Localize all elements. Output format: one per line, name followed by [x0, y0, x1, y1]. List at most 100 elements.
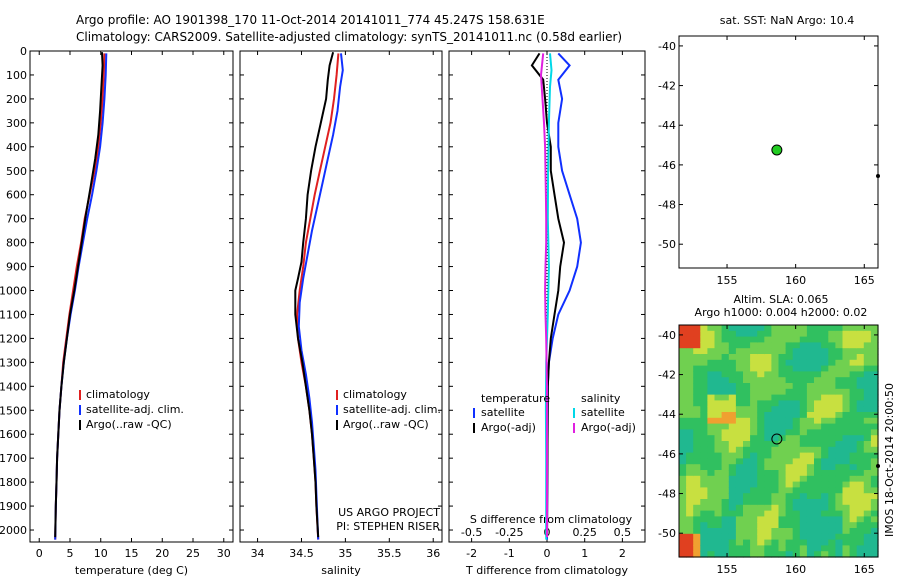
sla-cell: [757, 417, 765, 425]
sla-cell: [806, 528, 815, 535]
sla-cell: [828, 429, 836, 436]
y-tick-label: 200: [6, 93, 27, 106]
sla-cell: [785, 522, 794, 529]
sla-cell: [679, 475, 687, 483]
sla-cell: [870, 359, 879, 367]
sla-cell: [806, 371, 815, 378]
sla-cell: [750, 406, 758, 413]
sla-cell: [828, 342, 836, 349]
sla-cell: [757, 533, 765, 541]
sla-cell: [835, 493, 844, 500]
sla-cell: [828, 446, 836, 454]
sla-cell: [856, 464, 865, 471]
sla-cell: [721, 551, 730, 558]
sla-cell: [728, 539, 737, 546]
sla-cell: [764, 528, 772, 535]
sla-cell: [693, 359, 701, 367]
sla-cell: [814, 371, 822, 378]
sla-cell: [835, 481, 844, 488]
sla-cell: [679, 481, 687, 488]
sla-cell: [856, 475, 865, 483]
sla-cell: [799, 545, 808, 552]
sla-cell: [842, 539, 851, 546]
sla-cell: [721, 359, 730, 367]
sla-cell: [750, 464, 758, 471]
sla-cell: [707, 394, 716, 401]
sla-cell: [743, 325, 751, 332]
sla-cell: [856, 429, 865, 436]
sla-cell: [785, 470, 794, 477]
sla-cell: [743, 330, 751, 338]
sla-cell: [735, 406, 744, 413]
sla-cell: [856, 348, 865, 355]
sla-cell: [849, 435, 858, 442]
sla-cell: [771, 354, 780, 361]
sla-cell: [757, 493, 765, 500]
sla-cell: [821, 533, 829, 541]
sla-cell: [771, 452, 780, 459]
y-tick-label: 1600: [0, 428, 27, 441]
sla-cell: [735, 423, 744, 430]
sla-cell: [849, 464, 858, 471]
sla-cell: [856, 551, 865, 558]
y-tick-label: 1400: [0, 380, 27, 393]
sla-cell: [842, 510, 851, 517]
sla-cell: [679, 533, 687, 541]
sla-cell: [735, 365, 744, 372]
sla-cell: [856, 330, 865, 338]
map-y-tick-label: -44: [658, 119, 676, 132]
sla-cell: [799, 533, 808, 541]
sla-cell: [721, 388, 730, 396]
s-tick-label: 0.25: [572, 526, 597, 539]
sla-cell: [821, 412, 829, 419]
sla-cell: [806, 336, 815, 343]
sla-cell: [806, 539, 815, 546]
sla-cell: [806, 330, 815, 338]
sla-cell: [714, 533, 723, 541]
sla-cell: [778, 336, 787, 343]
sla-cell: [735, 481, 744, 488]
sla-cell: [835, 545, 844, 552]
sla-cell: [870, 388, 879, 396]
sla-cell: [821, 406, 829, 413]
sla-cell: [828, 499, 836, 506]
sla-cell: [693, 441, 701, 448]
sla-cell: [735, 342, 744, 349]
sla-cell: [750, 516, 758, 523]
sla-cell: [700, 528, 708, 535]
sla-cell: [856, 423, 865, 430]
sla-cell: [735, 528, 744, 535]
sla-cell: [785, 429, 794, 436]
sla-cell: [764, 336, 772, 343]
sla-cell: [863, 429, 872, 436]
sla-cell: [856, 359, 865, 367]
sla-cell: [792, 481, 801, 488]
sla-cell: [806, 493, 815, 500]
sla-cell: [743, 435, 751, 442]
sla-cell: [750, 417, 758, 425]
sla-cell: [828, 458, 836, 465]
sla-cell: [764, 371, 772, 378]
sla-cell: [707, 551, 716, 558]
sla-cell: [849, 342, 858, 349]
sla-cell: [686, 499, 694, 506]
sla-cell: [828, 470, 836, 477]
sla-cell: [721, 522, 730, 529]
sla-cell: [835, 522, 844, 529]
sla-cell: [686, 342, 694, 349]
sla-cell: [828, 493, 836, 500]
map-y-tick-label: -46: [658, 448, 676, 461]
map-y-tick-label: -42: [658, 80, 676, 93]
sla-cell: [849, 336, 858, 343]
sla-cell: [856, 504, 865, 512]
sla-cell: [842, 475, 851, 483]
sla-cell: [721, 475, 730, 483]
sla-cell: [693, 533, 701, 541]
sla-cell: [735, 539, 744, 546]
sla-cell: [743, 475, 751, 483]
sla-cell: [707, 412, 716, 419]
sla-cell: [714, 446, 723, 454]
sla-cell: [799, 371, 808, 378]
sla-cell: [686, 493, 694, 500]
panel-difference: -2 -1 0 1 2 T difference from climatology -0.5…: [448, 50, 646, 577]
